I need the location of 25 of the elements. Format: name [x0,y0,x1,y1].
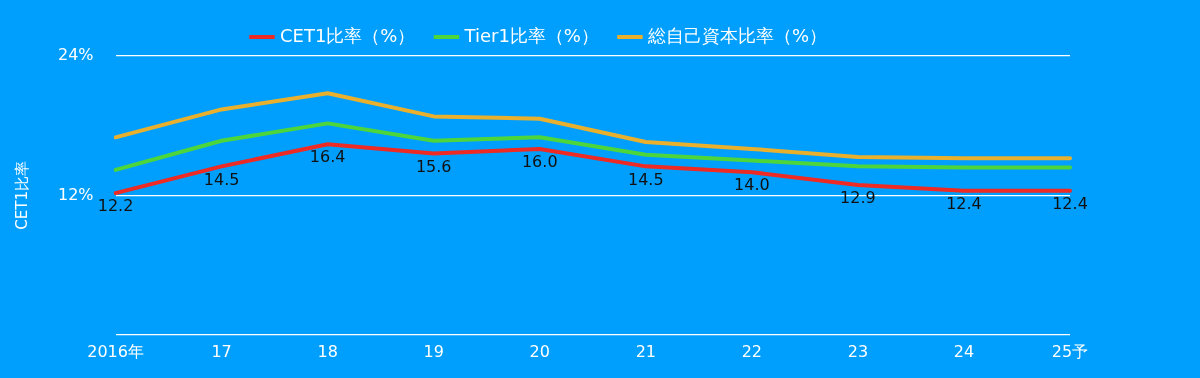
x-tick-label: 17 [211,341,232,361]
data-label: 14.0 [734,175,770,195]
data-label: 14.5 [203,169,240,189]
data-label: 12.2 [97,196,134,216]
x-tick-label: 19 [423,341,444,361]
x-tick-label: 22 [741,341,763,361]
x-tick-label: 23 [847,341,869,361]
data-label: 15.6 [415,156,452,176]
x-tick-label: 25予 [1051,341,1089,361]
x-tick-label: 20 [529,341,550,361]
data-label: 12.4 [1052,193,1088,213]
data-label: 12.4 [946,193,982,213]
y-tick-label: 24% [58,45,94,65]
data-label: 16.4 [309,147,346,167]
x-tick-label: 21 [635,341,656,361]
x-tick-label: 18 [317,341,338,361]
legend-label: Tier1比率（%） [463,24,599,46]
y-tick-label: 12% [58,184,94,204]
x-tick-label: 2016年 [87,341,144,361]
legend-label: CET1比率（%） [279,24,416,46]
data-label: 16.0 [521,152,558,172]
legend-label: 総自己資本比率（%） [646,24,828,46]
data-label: 14.5 [627,169,664,189]
y-axis-title: CET1比率 [12,161,31,230]
x-tick-label: 24 [953,341,975,361]
